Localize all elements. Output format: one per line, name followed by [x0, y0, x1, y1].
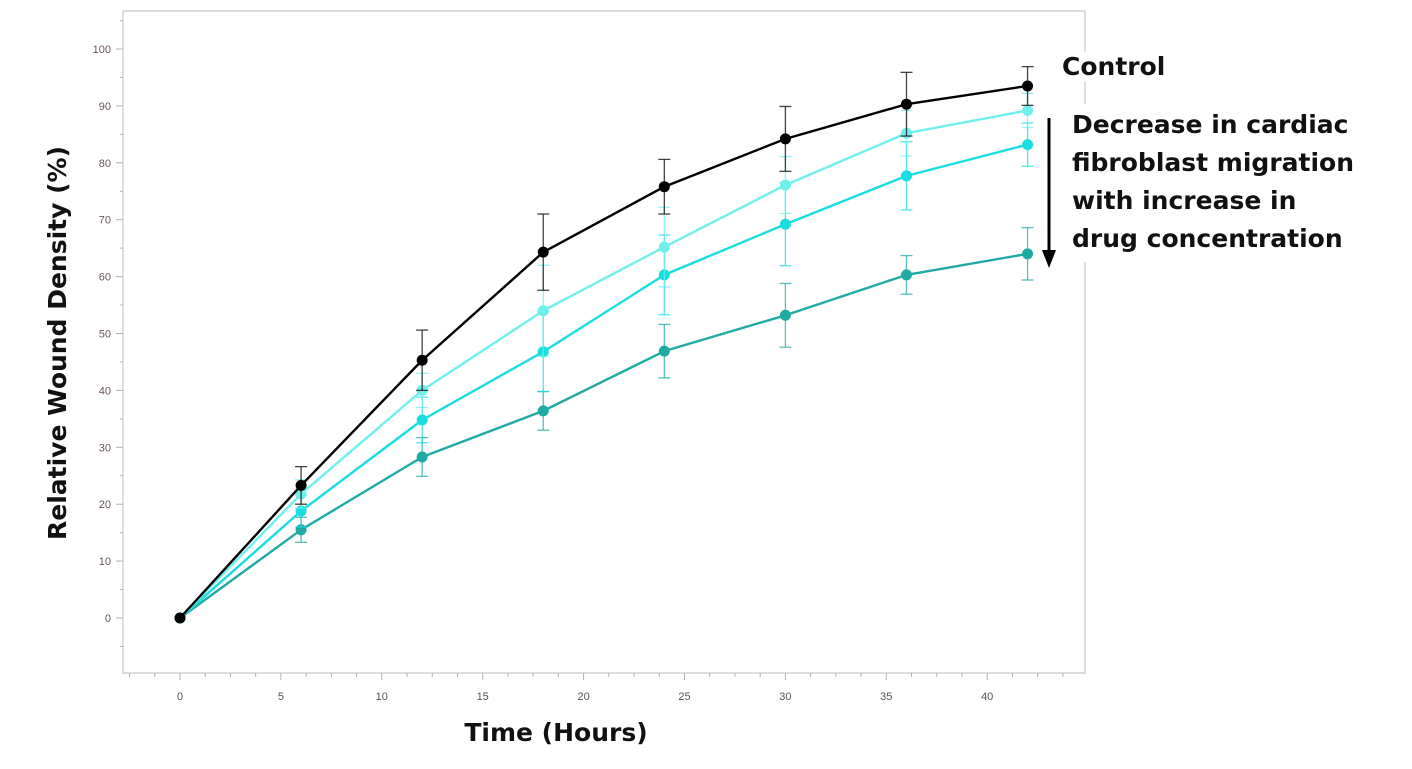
trend-annotation-line: with increase in	[1072, 186, 1297, 215]
y-tick-label: 40	[99, 385, 111, 397]
data-point	[295, 479, 307, 491]
y-tick-label: 60	[99, 272, 111, 284]
plot-frame	[122, 10, 1086, 674]
y-tick-label: 10	[99, 556, 111, 568]
x-axis-title: Time (Hours)	[464, 718, 647, 747]
data-point	[416, 451, 428, 463]
data-point	[537, 405, 549, 417]
series-line	[179, 84, 1028, 619]
data-point	[416, 414, 428, 426]
x-tick-label: 10	[376, 691, 388, 703]
x-axis: 0 5 10 15 20 25 30 35 40	[129, 673, 1064, 703]
y-tick-label: 20	[99, 499, 111, 511]
data-point	[779, 179, 791, 191]
x-tick-label: 15	[477, 691, 489, 703]
trend-annotation: Decrease in cardiac fibroblast migration…	[1066, 104, 1363, 262]
trend-annotation-line: Decrease in cardiac	[1072, 110, 1349, 139]
y-tick-label: 80	[99, 158, 111, 170]
data-point	[900, 170, 912, 182]
y-tick-label: 70	[99, 215, 111, 227]
trend-annotation-line: drug concentration	[1072, 224, 1343, 253]
y-axis-title: Relative Wound Density (%)	[43, 146, 72, 540]
data-point	[1022, 80, 1034, 92]
control-annotation: Control	[1062, 52, 1166, 81]
x-tick-label: 5	[278, 691, 284, 703]
trend-annotation-line: fibroblast migration	[1072, 148, 1355, 177]
y-tick-label: 0	[105, 613, 111, 625]
x-tick-label: 20	[577, 691, 589, 703]
data-point	[537, 246, 549, 258]
data-point	[1022, 104, 1034, 116]
data-point	[174, 612, 186, 624]
x-tick-label: 35	[880, 691, 892, 703]
trend-arrow-head-icon	[1042, 250, 1056, 268]
series-line	[179, 109, 1028, 619]
data-point	[1022, 139, 1034, 151]
series-layer	[174, 65, 1034, 624]
data-point	[1022, 248, 1034, 260]
y-tick-label: 50	[99, 329, 111, 341]
data-point	[658, 181, 670, 193]
series-control	[174, 65, 1034, 624]
y-tick-label: 100	[93, 44, 111, 56]
x-tick-label: 0	[177, 691, 183, 703]
y-tick-label: 90	[99, 101, 111, 113]
data-point	[658, 345, 670, 357]
data-point	[779, 133, 791, 145]
x-tick-label: 40	[981, 691, 993, 703]
data-point	[416, 354, 428, 366]
data-point	[900, 269, 912, 281]
data-point	[537, 305, 549, 317]
data-point	[900, 98, 912, 110]
x-tick-label: 25	[678, 691, 690, 703]
y-axis: 0 10 20 30 40 50 60 70 80 90 100	[93, 20, 123, 647]
data-point	[779, 218, 791, 230]
x-tick-label: 30	[779, 691, 791, 703]
trend-arrow	[1042, 118, 1056, 268]
series-line	[179, 143, 1028, 619]
data-point	[658, 241, 670, 253]
data-point	[779, 309, 791, 321]
y-tick-label: 30	[99, 442, 111, 454]
series-line	[179, 252, 1028, 619]
